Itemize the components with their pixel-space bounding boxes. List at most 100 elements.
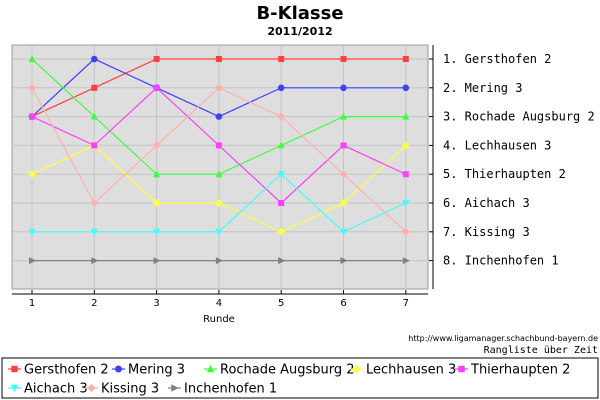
x-tick-label: 6	[340, 298, 346, 309]
legend-marker	[11, 365, 18, 373]
legend-item: Aichach 3	[8, 382, 88, 397]
data-point	[278, 257, 286, 265]
series-inchenhofen-1	[29, 257, 410, 265]
footer-caption: Rangliste über Zeit	[484, 345, 598, 356]
series-aichach-3	[28, 171, 410, 236]
chart-subtitle: 2011/2012	[267, 25, 332, 38]
data-point	[28, 170, 36, 179]
data-point	[402, 112, 410, 120]
data-point	[339, 170, 348, 179]
data-point	[29, 113, 35, 120]
legend-item: Lechhausen 3	[350, 363, 456, 378]
legend-item: Rochade Augsburg 2	[204, 363, 355, 378]
legend-item: Kissing 3	[85, 382, 159, 397]
data-point	[153, 170, 161, 178]
data-point	[401, 227, 410, 236]
legend-label: Rochade Augsburg 2	[220, 363, 355, 378]
data-point	[278, 200, 285, 206]
legend-box	[1, 357, 599, 399]
legend-item: Gersthofen 2	[8, 363, 109, 378]
data-point	[152, 141, 161, 150]
data-point	[29, 257, 36, 265]
data-point	[339, 199, 348, 207]
legend-marker	[10, 384, 19, 393]
data-point	[28, 55, 36, 62]
data-point	[28, 228, 36, 236]
x-tick-label: 3	[153, 298, 159, 309]
legend-label: Kissing 3	[101, 382, 159, 397]
legend-marker	[171, 384, 179, 392]
data-point	[402, 56, 409, 62]
rank-label: 5. Thierhaupten 2	[443, 167, 566, 181]
legend-label: Inchenhofen 1	[184, 382, 277, 397]
data-point	[402, 171, 409, 178]
data-point	[340, 142, 347, 149]
data-point	[277, 141, 285, 149]
data-point	[340, 56, 347, 62]
data-point	[340, 228, 347, 236]
series-rochade-augsburg-2	[28, 55, 410, 178]
data-point	[153, 257, 161, 265]
x-tick-label: 4	[216, 298, 222, 309]
x-tick-label: 2	[91, 298, 97, 309]
legend-item: Mering 3	[112, 363, 185, 378]
rank-label: 4. Lechhausen 3	[443, 138, 551, 152]
legend-label: Thierhaupten 2	[470, 363, 570, 378]
data-point	[277, 171, 285, 179]
data-point	[278, 56, 285, 62]
rank-label: 3. Rochade Augsburg 2	[443, 110, 595, 124]
data-point	[91, 55, 98, 63]
x-tick-label: 7	[403, 298, 409, 309]
legend-label: Mering 3	[128, 363, 185, 378]
data-point	[90, 112, 98, 120]
legend-label: Lechhausen 3	[366, 363, 456, 378]
legend-label: Aichach 3	[24, 382, 88, 397]
rank-label: 1. Gersthofen 2	[443, 52, 551, 66]
rank-labels: 1. Gersthofen 2 2. Mering 3 3. Rochade Aug…	[443, 52, 595, 268]
legend-item: Inchenhofen 1	[168, 382, 277, 397]
data-point	[215, 142, 222, 149]
series-kissing-3	[28, 83, 410, 236]
rank-label: 7. Kissing 3	[443, 225, 530, 239]
chart-title: B-Klasse	[256, 3, 343, 24]
legend-marker	[352, 364, 361, 374]
data-point	[91, 257, 99, 265]
data-point	[214, 199, 223, 207]
data-point	[402, 200, 410, 207]
data-point	[215, 228, 223, 236]
series-thierhaupten-2	[29, 84, 409, 206]
data-point	[153, 228, 161, 236]
data-point	[277, 84, 285, 92]
rank-label: 8. Inchenhofen 1	[443, 254, 559, 268]
data-point	[215, 113, 223, 120]
data-point	[215, 170, 223, 178]
data-point	[152, 199, 161, 207]
data-point	[340, 257, 348, 265]
legend-label: Gersthofen 2	[24, 363, 109, 378]
data-point	[402, 84, 410, 92]
data-point	[153, 84, 160, 91]
series-lines	[28, 55, 410, 265]
data-point	[215, 257, 223, 265]
data-point	[90, 199, 99, 207]
data-point	[90, 228, 98, 236]
x-tick-label: 5	[278, 298, 284, 309]
legend: Gersthofen 2 Mering 3 Rochade Augsburg 2 Le…	[8, 363, 570, 397]
legend-marker	[458, 365, 465, 373]
data-point	[215, 56, 222, 62]
data-point	[277, 112, 286, 121]
data-point	[401, 141, 410, 150]
legend-marker	[87, 383, 96, 393]
data-point	[153, 56, 160, 62]
data-point	[91, 142, 98, 149]
legend-item: Thierhaupten 2	[455, 363, 570, 378]
data-point	[340, 84, 347, 92]
data-point	[277, 227, 286, 236]
legend-marker	[115, 365, 122, 373]
rank-label: 2. Mering 3	[443, 81, 522, 95]
data-point	[91, 84, 98, 91]
data-point	[28, 83, 36, 92]
data-point	[340, 112, 347, 120]
axes: 1 2 3 4 5 6 7	[12, 45, 434, 309]
